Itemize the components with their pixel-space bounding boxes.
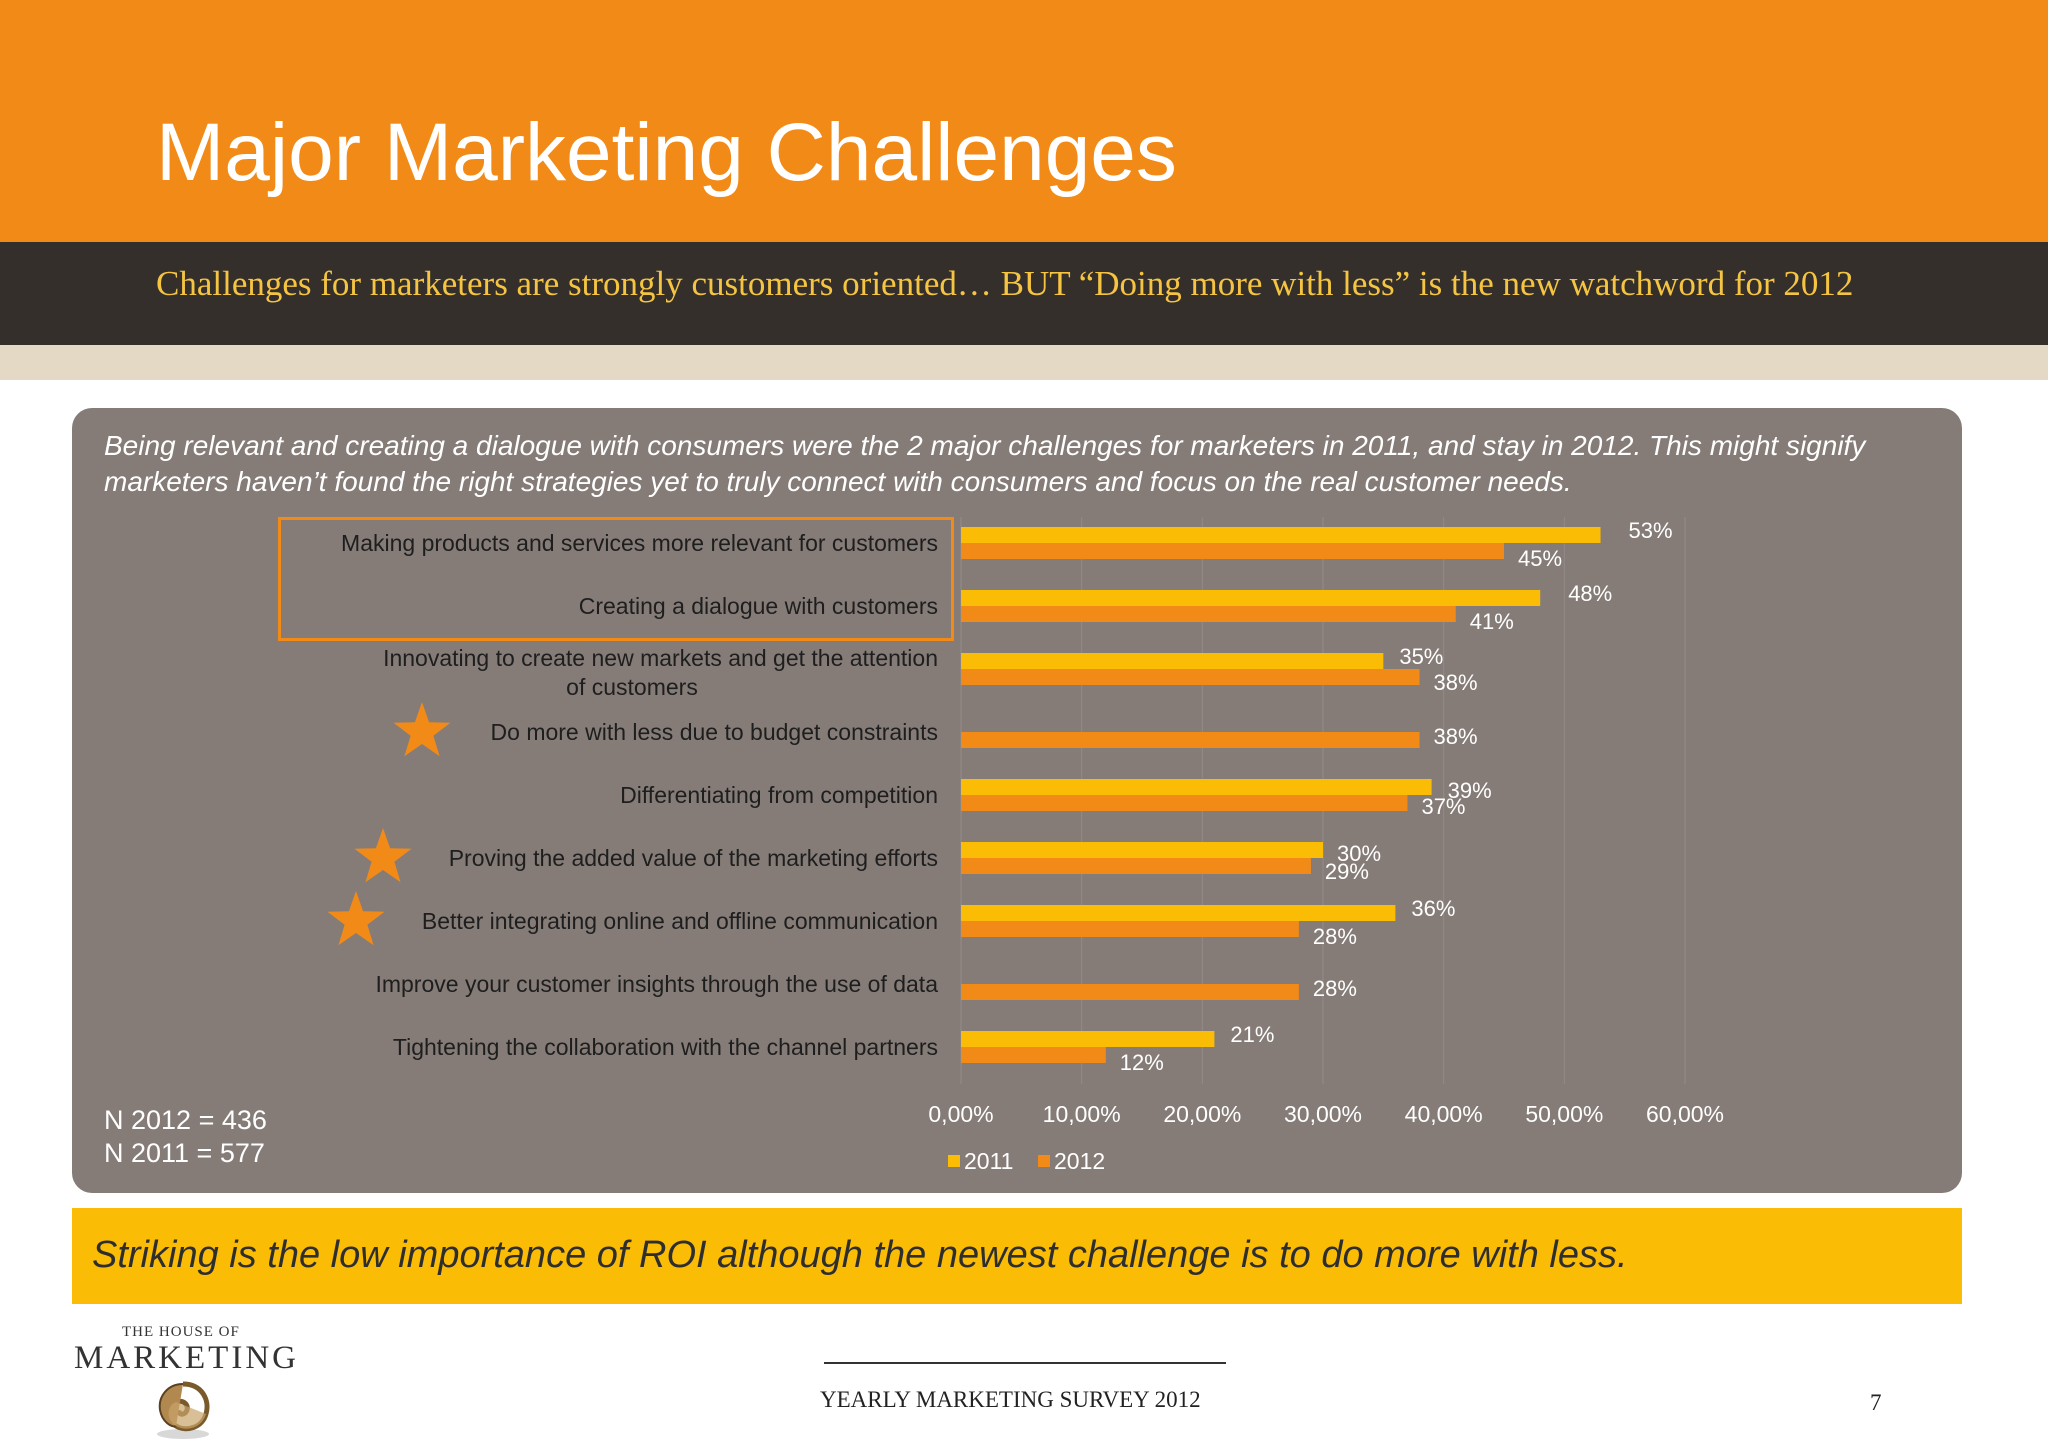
star-icon	[327, 891, 385, 946]
data-label-2011: 53%	[1629, 518, 1673, 543]
x-tick-label: 10,00%	[1043, 1101, 1121, 1127]
data-label-2012: 28%	[1313, 924, 1357, 949]
footer-survey: YEARLY MARKETING SURVEY 2012	[820, 1387, 1201, 1412]
bar-2011	[961, 590, 1541, 606]
callout-text: Striking is the low importance of ROI al…	[92, 1234, 1628, 1276]
data-label-2012: 45%	[1518, 546, 1562, 571]
bar-2012	[961, 732, 1420, 748]
logo-top-text: THE HOUSE OF	[122, 1324, 240, 1340]
bar-2011	[961, 842, 1323, 858]
bar-2012	[961, 669, 1420, 685]
bar-2012	[961, 1047, 1106, 1063]
footer-rule	[824, 1362, 1226, 1364]
bar-2011	[961, 1031, 1215, 1047]
subtitle-band	[0, 242, 2048, 345]
category-label: Better integrating online and offline co…	[422, 908, 938, 934]
category-label: Proving the added value of the marketing…	[449, 845, 938, 871]
star-icon	[354, 828, 412, 883]
page-number: 7	[1870, 1390, 1882, 1415]
data-label-2011: 35%	[1399, 644, 1443, 669]
category-label: Innovating to create new markets and get…	[383, 645, 938, 671]
sample-size-2011: N 2011 = 577	[104, 1138, 265, 1168]
bar-2012	[961, 984, 1299, 1000]
legend-label-2011: 2011	[964, 1148, 1013, 1174]
highlight-box	[278, 517, 954, 641]
data-label-2012: 29%	[1325, 859, 1369, 884]
bar-2011	[961, 527, 1601, 543]
data-label-2011: 21%	[1230, 1022, 1274, 1047]
sample-size-2012: N 2012 = 436	[104, 1105, 267, 1135]
x-tick-label: 20,00%	[1163, 1101, 1241, 1127]
header-band	[0, 0, 2048, 242]
divider-band	[0, 345, 2048, 380]
page-subtitle: Challenges for marketers are strongly cu…	[156, 264, 1854, 303]
intro-text: Being relevant and creating a dialogue w…	[104, 430, 1866, 497]
sample-notes: N 2012 = 436 N 2011 = 577	[104, 1104, 267, 1170]
legend-swatch-2012	[1038, 1155, 1050, 1167]
x-tick-label: 60,00%	[1646, 1101, 1724, 1127]
page-title: Major Marketing Challenges	[156, 107, 1177, 198]
bar-2012	[961, 921, 1299, 937]
data-label-2012: 28%	[1313, 976, 1357, 1001]
callout-box	[72, 1208, 1962, 1304]
x-tick-label: 40,00%	[1405, 1101, 1483, 1127]
category-label: of customers	[566, 674, 698, 700]
x-tick-label: 50,00%	[1525, 1101, 1603, 1127]
bar-2012	[961, 543, 1504, 559]
category-label: Improve your customer insights through t…	[375, 971, 938, 997]
legend-label-2012: 2012	[1054, 1148, 1105, 1174]
bar-2012	[961, 795, 1408, 811]
data-label-2012: 37%	[1421, 794, 1465, 819]
logo-main-text: MARKETING	[74, 1340, 299, 1376]
bar-2012	[961, 858, 1311, 874]
bar-2011	[961, 905, 1396, 921]
category-label: Making products and services more releva…	[341, 530, 938, 556]
legend-swatch-2011	[948, 1155, 960, 1167]
data-label-2012: 12%	[1120, 1050, 1164, 1075]
category-label: Do more with less due to budget constrai…	[491, 719, 938, 745]
category-label: Creating a dialogue with customers	[579, 593, 938, 619]
bar-2012	[961, 606, 1456, 622]
data-label-2011: 36%	[1411, 896, 1455, 921]
category-label: Differentiating from competition	[620, 782, 938, 808]
data-label-2012: 41%	[1470, 609, 1514, 634]
shell-logo-icon	[157, 1381, 210, 1439]
star-icon	[393, 702, 451, 757]
data-label-2012: 38%	[1434, 670, 1478, 695]
data-label-2011: 39%	[1448, 778, 1492, 803]
x-tick-label: 30,00%	[1284, 1101, 1362, 1127]
bar-2011	[961, 779, 1432, 795]
bar-2011	[961, 653, 1384, 669]
data-label-2012: 38%	[1434, 724, 1478, 749]
category-label: Tightening the collaboration with the ch…	[393, 1034, 938, 1060]
x-tick-label: 0,00%	[928, 1101, 993, 1127]
data-label-2011: 30%	[1337, 841, 1381, 866]
data-label-2011: 48%	[1568, 581, 1612, 606]
